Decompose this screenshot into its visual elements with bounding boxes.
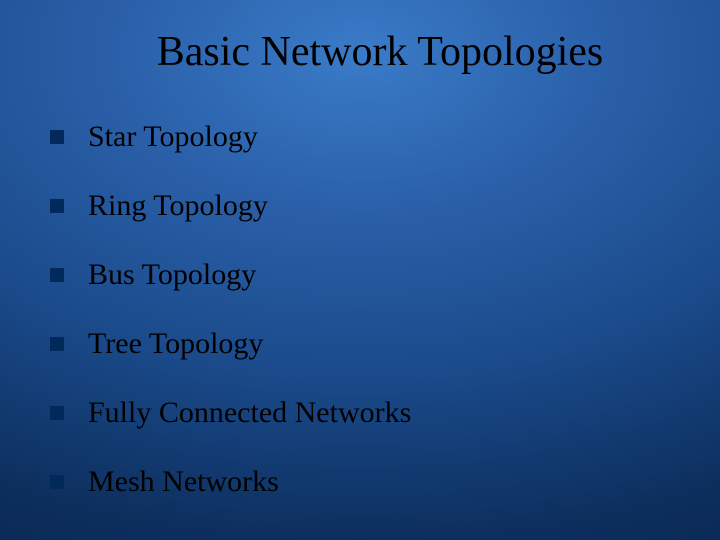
square-bullet-icon xyxy=(50,337,64,351)
square-bullet-icon xyxy=(50,475,64,489)
list-item-label: Fully Connected Networks xyxy=(88,396,411,430)
topology-list: Star Topology Ring Topology Bus Topology… xyxy=(40,120,680,499)
list-item-label: Bus Topology xyxy=(88,258,256,292)
list-item-label: Ring Topology xyxy=(88,189,268,223)
square-bullet-icon xyxy=(50,406,64,420)
slide-title: Basic Network Topologies xyxy=(40,28,680,76)
list-item-label: Tree Topology xyxy=(88,327,263,361)
list-item-label: Star Topology xyxy=(88,120,258,154)
list-item: Mesh Networks xyxy=(50,465,680,499)
list-item: Bus Topology xyxy=(50,258,680,292)
list-item-label: Mesh Networks xyxy=(88,465,279,499)
square-bullet-icon xyxy=(50,268,64,282)
list-item: Ring Topology xyxy=(50,189,680,223)
slide: Basic Network Topologies Star Topology R… xyxy=(0,0,720,540)
list-item: Star Topology xyxy=(50,120,680,154)
list-item: Fully Connected Networks xyxy=(50,396,680,430)
square-bullet-icon xyxy=(50,130,64,144)
square-bullet-icon xyxy=(50,199,64,213)
list-item: Tree Topology xyxy=(50,327,680,361)
